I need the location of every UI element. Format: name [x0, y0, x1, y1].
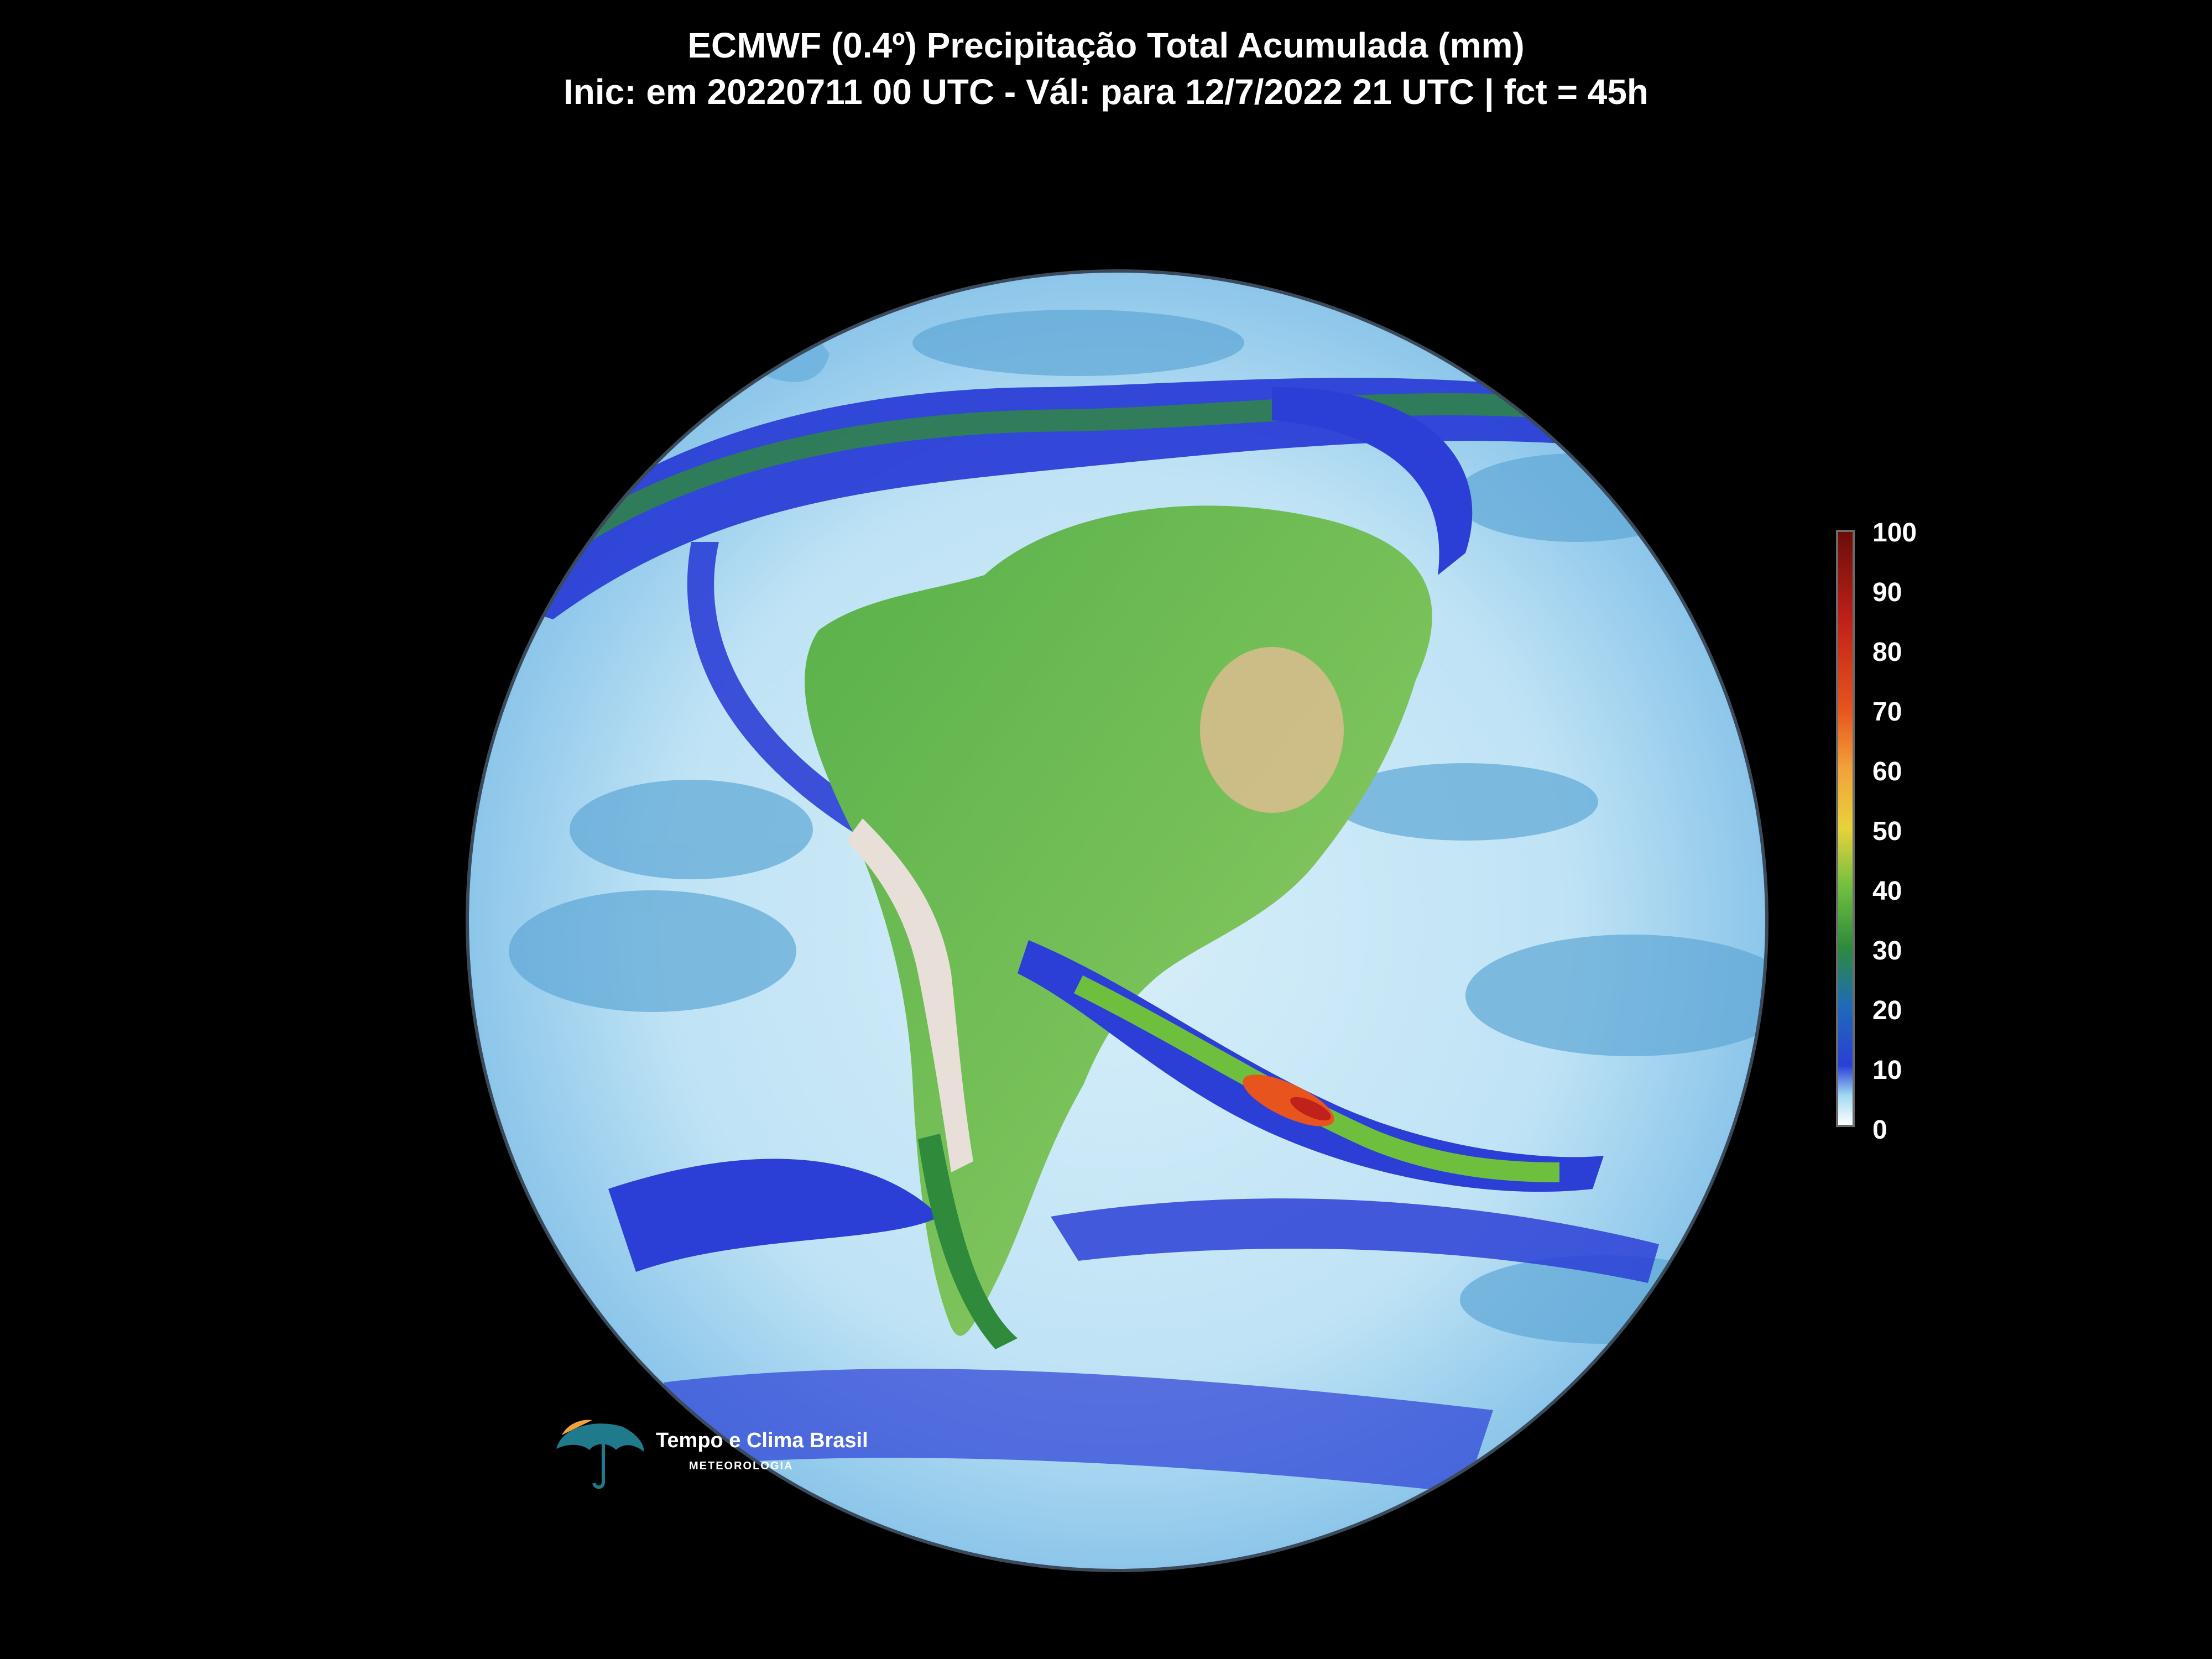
patagonia-band [918, 1134, 1018, 1349]
southern-ocean-band [608, 1159, 940, 1272]
africa-edge [1559, 271, 1759, 387]
colorbar-gradient [1838, 532, 1853, 1125]
colorbar [1836, 530, 1855, 1127]
atlantic-arc-band [1272, 387, 1473, 575]
itcz-max-cell [1488, 369, 1565, 394]
colorbar-tick: 50 [1872, 817, 1902, 846]
itcz-core [546, 393, 1661, 562]
colorbar-tick: 20 [1872, 996, 1902, 1025]
colorbar-tick: 0 [1872, 1115, 1887, 1145]
frontal-max-cell [1290, 1097, 1331, 1121]
north-america [597, 271, 830, 382]
colorbar-tick: 100 [1872, 518, 1917, 547]
logo-subtitle: METEOROLOGIA [689, 1460, 794, 1472]
logo-name: Tempo e Clima Brasil [656, 1429, 868, 1452]
brand-logo: Tempo e Clima Brasil METEOROLOGIA [551, 1405, 868, 1493]
globe-outline [466, 269, 1768, 1572]
colorbar-tick: 30 [1872, 936, 1902, 966]
andes-strip [846, 818, 973, 1172]
polar-band [664, 1369, 1493, 1493]
colorbar-tick: 80 [1872, 638, 1902, 667]
umbrella-icon [556, 1420, 644, 1489]
title-line-2: Inic: em 20220711 00 UTC - Vál: para 12/… [563, 72, 1649, 112]
colorbar-tick: 70 [1872, 697, 1902, 727]
colorbar-tick: 10 [1872, 1056, 1902, 1085]
southern-ocean-band-2 [1051, 1198, 1659, 1283]
map-title: ECMWF (0.4º) Precipitação Total Acumulad… [0, 22, 2212, 115]
colorbar-tick: 40 [1872, 877, 1902, 906]
colorbar-tick: 90 [1872, 578, 1902, 607]
dry-interior [1200, 647, 1344, 813]
colorbar-tick: 60 [1872, 757, 1902, 786]
ocean-patches [509, 310, 1767, 1344]
frontal-core [1073, 975, 1560, 1182]
title-line-1: ECMWF (0.4º) Precipitação Total Acumulad… [687, 25, 1525, 65]
